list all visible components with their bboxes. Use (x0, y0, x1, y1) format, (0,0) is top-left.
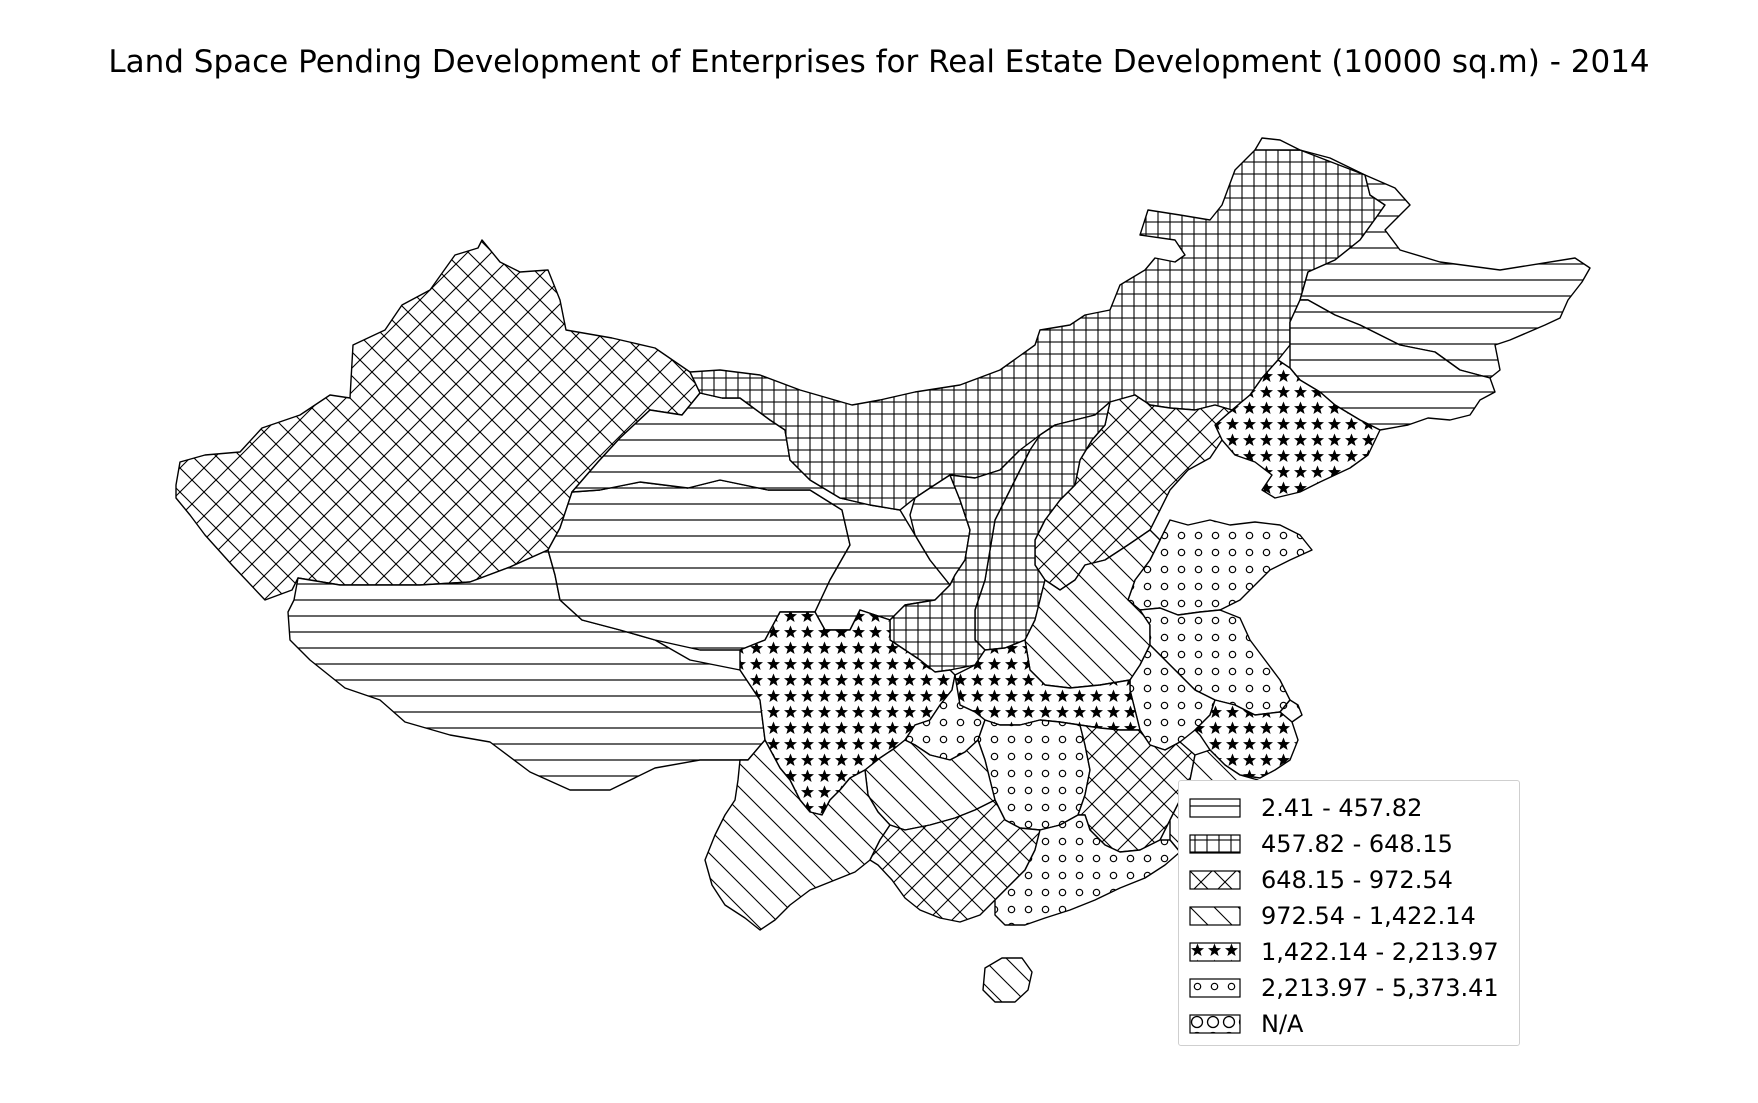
legend-label: 457.82 - 648.15 (1261, 830, 1453, 858)
legend-item: 648.15 - 972.54 (1189, 865, 1453, 895)
region-heilongjiang (1254, 137, 1591, 379)
legend-item: N/A (1189, 1009, 1303, 1039)
legend-swatch-crosshatch (1189, 870, 1241, 890)
legend-swatch-grid (1189, 834, 1241, 854)
region-jiangxi (1077, 724, 1196, 853)
legend-swatch-backslash-lines (1189, 906, 1241, 926)
legend-swatch-stars (1189, 942, 1241, 962)
map-title: Land Space Pending Development of Enterp… (108, 44, 1650, 80)
legend-label: 2.41 - 457.82 (1261, 794, 1423, 822)
legend-swatch-small-circles (1189, 978, 1241, 998)
legend-item: 2,213.97 - 5,373.41 (1189, 973, 1499, 1003)
region-shandong (1127, 519, 1313, 616)
region-guangdong (994, 814, 1181, 926)
region-liaoning (1214, 359, 1381, 499)
legend-item: 2.41 - 457.82 (1189, 793, 1422, 823)
map-legend: 2.41 - 457.82 457.82 - 648.15 648.15 - 9… (1178, 780, 1520, 1046)
legend-item: 1,422.14 - 2,213.97 (1189, 937, 1499, 967)
legend-label: N/A (1261, 1010, 1304, 1038)
map-title-wrap: Land Space Pending Development of Enterp… (0, 44, 1758, 80)
legend-label: 2,213.97 - 5,373.41 (1261, 974, 1499, 1002)
legend-label: 972.54 - 1,422.14 (1261, 902, 1476, 930)
legend-item: 457.82 - 648.15 (1189, 829, 1453, 859)
region-zhejiang (1194, 699, 1299, 779)
legend-swatch-horizontal-lines (1189, 798, 1241, 818)
legend-swatch-large-circles (1189, 1014, 1241, 1034)
legend-label: 648.15 - 972.54 (1261, 866, 1453, 894)
region-hainan (982, 957, 1033, 1003)
region-shaanxi (889, 449, 1031, 673)
legend-label: 1,422.14 - 2,213.97 (1261, 938, 1499, 966)
legend-item: 972.54 - 1,422.14 (1189, 901, 1476, 931)
